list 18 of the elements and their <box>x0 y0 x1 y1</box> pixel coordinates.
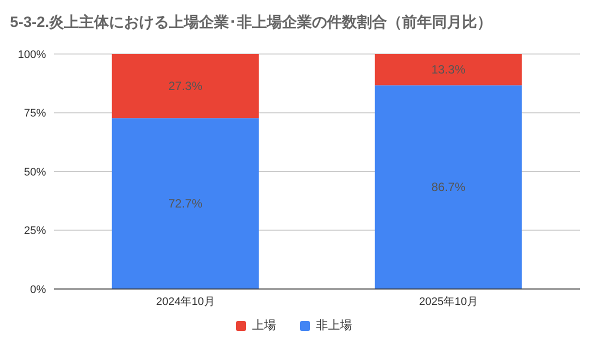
data-label: 27.3% <box>168 79 203 94</box>
y-tick-label: 0% <box>30 284 46 296</box>
data-label: 72.7% <box>168 196 203 211</box>
y-tick-label: 50% <box>24 166 46 178</box>
bar <box>374 54 522 86</box>
x-tick-label: 2025年10月 <box>419 296 478 308</box>
bar <box>374 85 522 289</box>
chart-title: 5-3-2.炎上主体における上場企業･非上場企業の件数割合（前年同月比） <box>9 12 494 33</box>
data-label: 86.7% <box>431 180 466 194</box>
legend-label: 上場 <box>252 317 276 334</box>
data-label: 13.3% <box>431 62 466 77</box>
bar <box>112 54 259 118</box>
y-tick-label: 25% <box>24 225 46 238</box>
legend-label: 非上場 <box>316 317 352 334</box>
y-tick-label: 100% <box>18 48 46 61</box>
y-tick-label: 75% <box>24 108 46 120</box>
x-tick-label: 2024年10月 <box>156 296 215 308</box>
bar <box>112 118 259 289</box>
